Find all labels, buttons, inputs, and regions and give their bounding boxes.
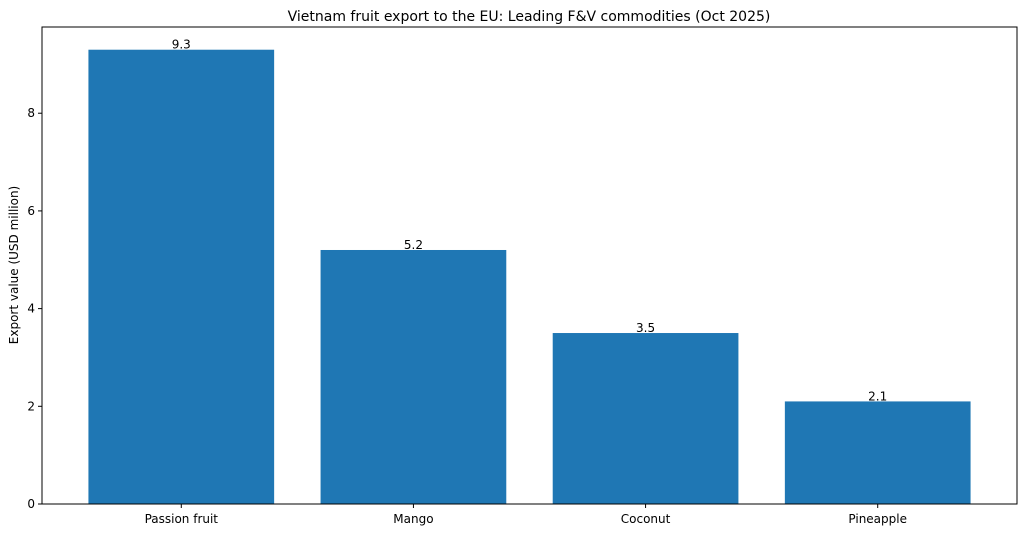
bar-coconut (552, 333, 739, 504)
bar-passion-fruit (88, 49, 275, 505)
data-label: 3.5 (636, 321, 655, 335)
y-tick-label: 4 (27, 302, 35, 316)
data-labels: 9.3 5.2 3.5 2.1 (172, 38, 888, 404)
x-tick-label: Coconut (621, 512, 671, 526)
bar-mango (320, 249, 507, 504)
x-axis-ticks: Passion fruit Mango Coconut Pineapple (145, 504, 907, 526)
x-tick-label: Pineapple (848, 512, 907, 526)
y-axis-label: Export value (USD million) (7, 186, 21, 344)
data-label: 9.3 (172, 38, 191, 52)
y-axis-ticks: 0 2 4 6 8 (27, 106, 42, 511)
y-tick-label: 6 (27, 204, 35, 218)
x-tick-label: Mango (393, 512, 433, 526)
y-tick-label: 2 (27, 399, 35, 413)
bar-pineapple (784, 401, 971, 504)
chart-title: Vietnam fruit export to the EU: Leading … (288, 9, 771, 25)
y-tick-label: 0 (27, 497, 35, 511)
x-tick-label: Passion fruit (145, 512, 219, 526)
y-tick-label: 8 (27, 106, 35, 120)
data-label: 5.2 (404, 238, 423, 252)
plot-area-frame (41, 26, 1018, 505)
data-label: 2.1 (868, 389, 887, 403)
bars (88, 49, 971, 505)
